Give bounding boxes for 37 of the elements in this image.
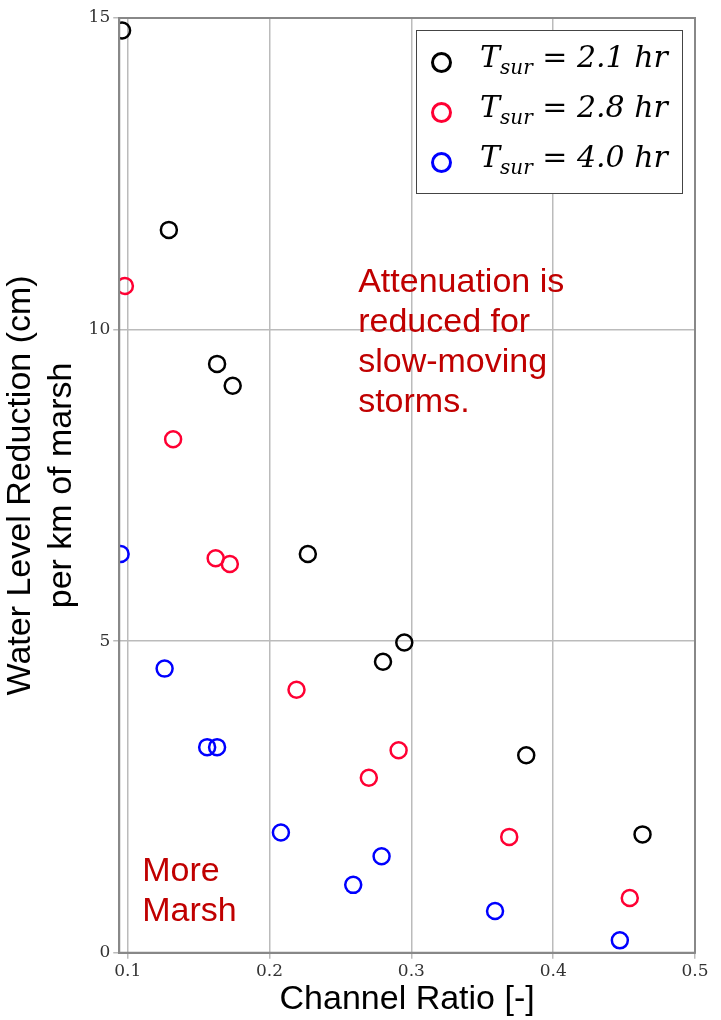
y-axis-title: Water Level Reduction (cm) per km of marsh xyxy=(0,275,78,696)
point xyxy=(271,823,291,842)
x-tick-label: 0.1 xyxy=(114,960,142,981)
point xyxy=(223,376,242,395)
point xyxy=(610,931,630,950)
point xyxy=(633,825,652,844)
annotation: Attenuation is reduced for slow-moving storms. xyxy=(358,261,565,420)
point xyxy=(359,768,379,787)
annotation: More Marsh xyxy=(142,850,237,929)
point xyxy=(373,652,393,672)
y-tick-label: 5 xyxy=(99,629,111,650)
point xyxy=(220,554,240,574)
legend-label: T$_{sur}$ = 4.0 hr xyxy=(480,138,668,181)
point xyxy=(485,901,505,921)
point xyxy=(206,549,225,568)
point xyxy=(159,220,179,240)
y-tick-label: 0 xyxy=(99,941,111,962)
point xyxy=(395,633,414,652)
point xyxy=(287,680,306,700)
point xyxy=(207,737,227,757)
point xyxy=(298,544,318,564)
x-tick-label: 0.5 xyxy=(681,960,709,981)
point xyxy=(499,827,519,847)
point xyxy=(389,741,408,760)
legend-label: T$_{sur}$ = 2.1 hr xyxy=(480,38,668,81)
y-tick-label: 15 xyxy=(88,6,111,27)
point xyxy=(372,846,391,866)
point xyxy=(163,430,183,449)
point xyxy=(207,354,227,374)
legend-label: T$_{sur}$ = 2.8 hr xyxy=(480,88,668,131)
y-tick-label: 10 xyxy=(88,318,111,339)
point xyxy=(343,875,363,895)
point xyxy=(197,737,217,757)
point xyxy=(155,659,174,678)
point xyxy=(516,746,536,765)
point xyxy=(620,888,640,908)
x-tick-label: 0.4 xyxy=(539,960,567,981)
